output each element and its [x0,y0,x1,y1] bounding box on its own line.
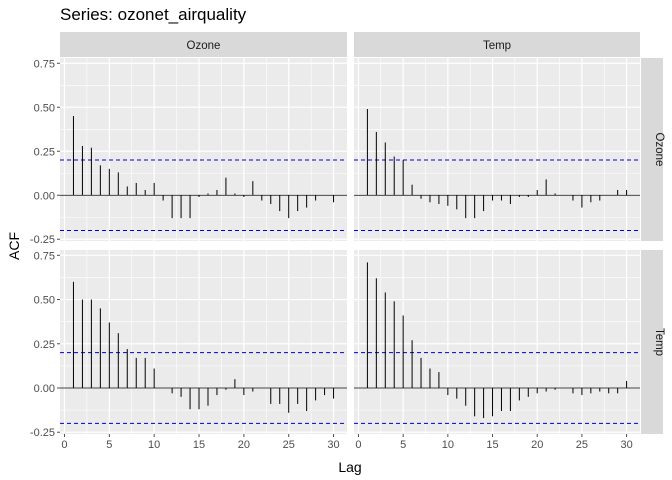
strip-row-2 [641,250,663,434]
strip-row-label: Temp [653,328,665,356]
strip-col-1 [60,32,347,57]
panel-background-r1c1 [60,58,347,241]
strip-row-label: Ozone [653,133,665,167]
x-tick-label: 25 [283,439,295,451]
y-tick-label: 0.50 [34,102,55,114]
strip-col-label: Temp [483,40,511,52]
x-tick-label: 0 [61,439,67,451]
chart-title: Series: ozonet_airquality [60,5,247,24]
x-tick-label: 30 [620,439,632,451]
x-axis-title: Lag [338,459,361,475]
y-tick-label: 0.75 [34,250,55,262]
strip-row-1 [641,58,663,241]
strip-col-2 [354,32,640,57]
panel-background-r1c2 [354,58,640,241]
panel-background-r2c2 [354,250,640,434]
strip-col-label: Ozone [187,40,221,52]
y-axis-title: ACF [6,232,22,260]
x-tick-label: 5 [106,439,112,451]
y-tick-label: 0.25 [34,339,55,351]
x-tick-label: 25 [576,439,588,451]
x-tick-label: 20 [238,439,250,451]
x-tick-label: 0 [355,439,361,451]
panel-background-r2c1 [60,250,347,434]
x-tick-label: 15 [486,439,498,451]
y-tick-label: 0.50 [34,295,55,307]
x-tick-label: 10 [442,439,454,451]
x-tick-label: 15 [193,439,205,451]
y-tick-label: -0.25 [30,427,55,439]
x-tick-label: 10 [148,439,160,451]
y-tick-label: 0.75 [34,58,55,70]
y-tick-label: 0.00 [34,383,55,395]
y-tick-label: 0.25 [34,146,55,158]
x-tick-label: 20 [531,439,543,451]
x-tick-label: 30 [327,439,339,451]
y-tick-label: 0.00 [34,190,55,202]
x-tick-label: 5 [400,439,406,451]
y-tick-label: -0.25 [30,234,55,246]
